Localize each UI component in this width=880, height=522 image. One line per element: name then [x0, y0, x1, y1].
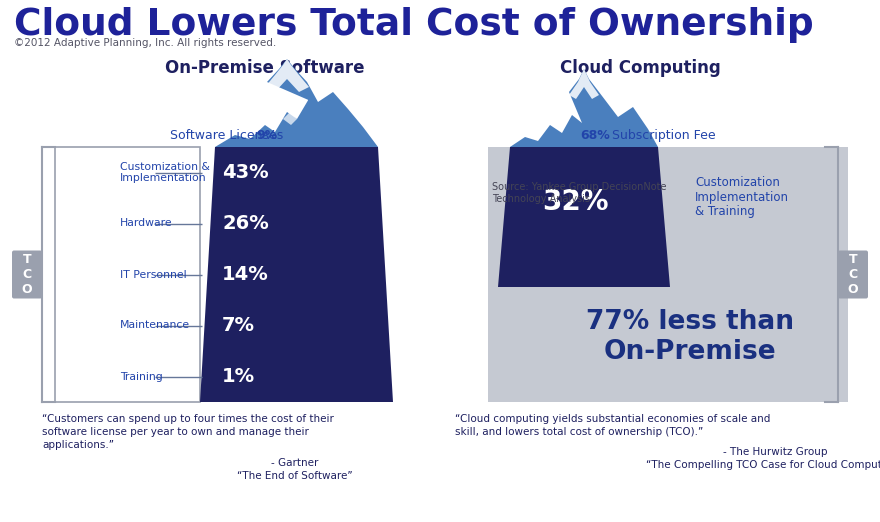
Polygon shape — [200, 147, 393, 402]
Text: Subscription Fee: Subscription Fee — [608, 129, 715, 142]
Text: 43%: 43% — [222, 163, 268, 182]
Text: Cloud Computing: Cloud Computing — [560, 59, 721, 77]
Polygon shape — [265, 59, 309, 92]
Text: 14%: 14% — [222, 265, 268, 284]
Text: - Gartner: - Gartner — [271, 458, 319, 468]
Text: - The Hurwitz Group: - The Hurwitz Group — [722, 447, 827, 457]
Text: Hardware: Hardware — [120, 219, 172, 229]
Text: Customization &
Implementation: Customization & Implementation — [120, 162, 209, 183]
Text: Cloud Lowers Total Cost of Ownership: Cloud Lowers Total Cost of Ownership — [14, 7, 814, 43]
Text: 9%: 9% — [256, 129, 277, 142]
Text: T
C
O: T C O — [847, 253, 858, 296]
Polygon shape — [498, 147, 670, 287]
Text: 26%: 26% — [222, 214, 268, 233]
Polygon shape — [569, 69, 599, 99]
Polygon shape — [510, 69, 658, 147]
Text: “Cloud computing yields substantial economies of scale and: “Cloud computing yields substantial econ… — [455, 414, 770, 424]
Text: 1%: 1% — [222, 367, 255, 386]
Text: IT Personnel: IT Personnel — [120, 269, 187, 279]
Text: Source: Yankee Group DecisionNote
Technology Analysis: Source: Yankee Group DecisionNote Techno… — [492, 182, 666, 204]
Text: ©2012 Adaptive Planning, Inc. All rights reserved.: ©2012 Adaptive Planning, Inc. All rights… — [14, 38, 276, 48]
Text: 68%: 68% — [580, 129, 610, 142]
FancyBboxPatch shape — [838, 251, 868, 299]
Text: T
C
O: T C O — [22, 253, 33, 296]
Text: On-Premise Software: On-Premise Software — [165, 59, 364, 77]
FancyBboxPatch shape — [12, 251, 42, 299]
Text: 7%: 7% — [222, 316, 255, 335]
Text: Software Licenses: Software Licenses — [170, 129, 287, 142]
Text: Training: Training — [120, 372, 163, 382]
Text: software license per year to own and manage their: software license per year to own and man… — [42, 427, 309, 437]
Bar — [488, 147, 848, 402]
Text: “The Compelling TCO Case for Cloud Computing”: “The Compelling TCO Case for Cloud Compu… — [646, 460, 880, 470]
Text: skill, and lowers total cost of ownership (TCO).”: skill, and lowers total cost of ownershi… — [455, 427, 703, 437]
Polygon shape — [215, 59, 378, 147]
Polygon shape — [283, 112, 297, 125]
Text: “The End of Software”: “The End of Software” — [238, 471, 353, 481]
Text: “Customers can spend up to four times the cost of their: “Customers can spend up to four times th… — [42, 414, 334, 424]
Text: Customization
Implementation
& Training: Customization Implementation & Training — [695, 175, 789, 219]
Text: 32%: 32% — [542, 188, 608, 216]
Text: 77% less than
On-Premise: 77% less than On-Premise — [586, 309, 794, 365]
Text: applications.”: applications.” — [42, 440, 114, 450]
Text: Maintenance: Maintenance — [120, 321, 190, 330]
Bar — [55, 147, 200, 402]
